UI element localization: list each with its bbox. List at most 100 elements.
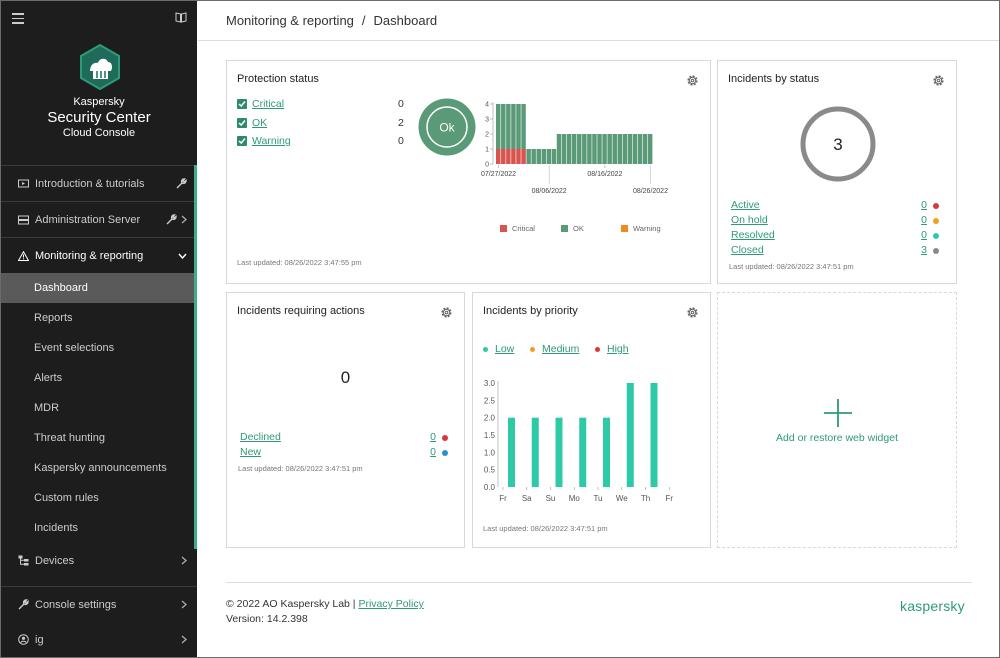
priority-bar [508, 417, 515, 487]
sidebar-subitem-incidents[interactable]: Incidents [34, 522, 79, 534]
sidebar-subitem-announcements[interactable]: Kaspersky announcements [34, 462, 167, 474]
bar-ok [516, 104, 521, 149]
sidebar-bottom: Console settings ig [1, 586, 197, 657]
sidebar-item-user[interactable]: ig [1, 622, 197, 657]
status-count-active[interactable]: 0 [921, 199, 927, 211]
chevron-right-icon [181, 635, 187, 644]
checkbox-critical[interactable] [237, 99, 247, 109]
y-tick-label: 2.0 [484, 414, 496, 423]
chevron-right-icon [181, 600, 187, 609]
widget-title: Incidents by status [728, 73, 820, 85]
y-tick-label: 0.5 [484, 466, 496, 475]
priority-bar-chart: 3.02.52.01.51.00.50.0Fr Sa Su Mo Tu We Th Fr [484, 379, 673, 503]
protection-link-critical[interactable]: Critical [252, 98, 285, 110]
breadcrumb-separator: / [361, 13, 366, 28]
sidebar-item-console-settings[interactable]: Console settings [1, 587, 197, 622]
checkbox-warning[interactable] [237, 136, 247, 146]
actions-dot-declined [442, 435, 448, 441]
status-link-on-hold[interactable]: On hold [731, 214, 768, 226]
bar-ok [617, 134, 623, 164]
last-updated: Last updated: 08/26/2022 3:47:51 pm [238, 464, 363, 473]
bar-ok [571, 134, 577, 164]
protection-link-warning[interactable]: Warning [252, 135, 291, 147]
add-widget-label[interactable]: Add or restore web widget [776, 432, 898, 444]
status-count-resolved[interactable]: 0 [921, 229, 927, 241]
actions-count-declined[interactable]: 0 [430, 431, 436, 443]
privacy-policy-link[interactable]: Privacy Policy [358, 598, 424, 610]
protection-count-ok: 2 [398, 117, 404, 129]
protection-link-ok[interactable]: OK [252, 117, 268, 129]
protection-trend-chart: 4 3 2 1 0 07/27/2022 08/16/2022 08/06/2022 08/26… [481, 102, 668, 196]
sidebar-item-label: Monitoring & reporting [35, 249, 144, 262]
chevron-right-icon [181, 215, 187, 224]
widget-title: Protection status [237, 73, 319, 85]
gear-icon[interactable] [686, 74, 699, 87]
status-total: 3 [833, 135, 842, 154]
sidebar-subitem-alerts[interactable]: Alerts [34, 372, 63, 384]
x-tick-label: Fr [499, 494, 507, 503]
last-updated: Last updated: 08/26/2022 3:47:51 pm [729, 262, 854, 271]
add-widget-area[interactable]: Add or restore web widget [717, 292, 957, 548]
plus-icon[interactable] [823, 398, 853, 428]
bar-critical [506, 149, 511, 164]
protection-row-critical: Critical [237, 97, 284, 111]
y-tick-label: 1.5 [484, 431, 496, 440]
actions-link-declined[interactable]: Declined [240, 431, 281, 443]
status-count-on-hold[interactable]: 0 [921, 214, 927, 226]
sidebar-item-label: Devices [35, 554, 75, 567]
sidebar-subitem-mdr[interactable]: MDR [34, 402, 60, 414]
page-title: Dashboard [373, 13, 438, 28]
breadcrumb-section[interactable]: Monitoring & reporting [226, 13, 354, 28]
sidebar-subitem-reports[interactable]: Reports [34, 312, 73, 324]
x-tick-label: 08/16/2022 [587, 171, 622, 178]
priority-legend-low: Low [483, 343, 514, 355]
gear-icon[interactable] [932, 74, 945, 87]
widget-protection-status: Protection status Critical 0 OK 2 Warnin… [226, 60, 711, 284]
bar-critical [516, 149, 521, 164]
sidebar-subitem-threat-hunting[interactable]: Threat hunting [34, 432, 105, 444]
sidebar-scrollbar[interactable] [194, 165, 197, 549]
hamburger-menu-icon[interactable] [12, 13, 24, 24]
legend-warning: Warning [621, 224, 661, 233]
y-tick-label: 1 [485, 147, 489, 154]
sidebar-subitem-event-selections[interactable]: Event selections [34, 342, 115, 354]
monitor-play-icon [17, 178, 29, 190]
widget-title: Incidents by priority [483, 305, 578, 317]
sidebar-subitem-dashboard[interactable]: Dashboard [1, 273, 197, 303]
wrench-icon[interactable] [176, 178, 187, 189]
priority-legend-medium: Medium [530, 343, 579, 355]
last-updated: Last updated: 08/26/2022 3:47:51 pm [483, 524, 608, 533]
sidebar-item-introduction[interactable]: Introduction & tutorials [1, 166, 197, 201]
status-donut: 3 [800, 106, 876, 182]
status-link-closed[interactable]: Closed [731, 244, 764, 256]
y-tick-label: 3 [485, 117, 489, 124]
bar-ok [592, 134, 597, 164]
y-tick-label: 3.0 [484, 379, 496, 388]
x-tick-label: 07/27/2022 [481, 171, 516, 178]
brand-name: Kaspersky [73, 96, 125, 108]
bar-ok [622, 134, 628, 164]
sidebar-subitem-custom-rules[interactable]: Custom rules [34, 492, 99, 504]
status-link-resolved[interactable]: Resolved [731, 229, 775, 241]
status-row-resolved: Resolved 0 [731, 229, 943, 243]
sidebar-item-administration-server[interactable]: Administration Server [1, 202, 197, 237]
priority-bar [555, 417, 563, 487]
bar-critical [521, 149, 526, 164]
status-row-active: Active 0 [731, 199, 943, 213]
status-count-closed[interactable]: 3 [921, 244, 927, 256]
status-badge-label: Ok [439, 121, 455, 135]
status-row-closed: Closed 3 [731, 244, 943, 258]
bar-ok [647, 134, 653, 164]
y-tick-label: 4 [485, 102, 489, 109]
gear-icon[interactable] [686, 306, 699, 319]
status-link-active[interactable]: Active [731, 199, 760, 211]
bar-critical [511, 149, 516, 164]
gear-icon[interactable] [440, 306, 453, 319]
actions-link-new[interactable]: New [240, 446, 262, 458]
sidebar-item-monitoring-reporting[interactable]: Monitoring & reporting [1, 238, 197, 273]
actions-count-new[interactable]: 0 [430, 446, 436, 458]
checkbox-ok[interactable] [237, 118, 247, 128]
sidebar-item-devices[interactable]: Devices [1, 543, 197, 578]
book-icon[interactable] [175, 12, 187, 23]
wrench-icon[interactable] [166, 214, 177, 225]
